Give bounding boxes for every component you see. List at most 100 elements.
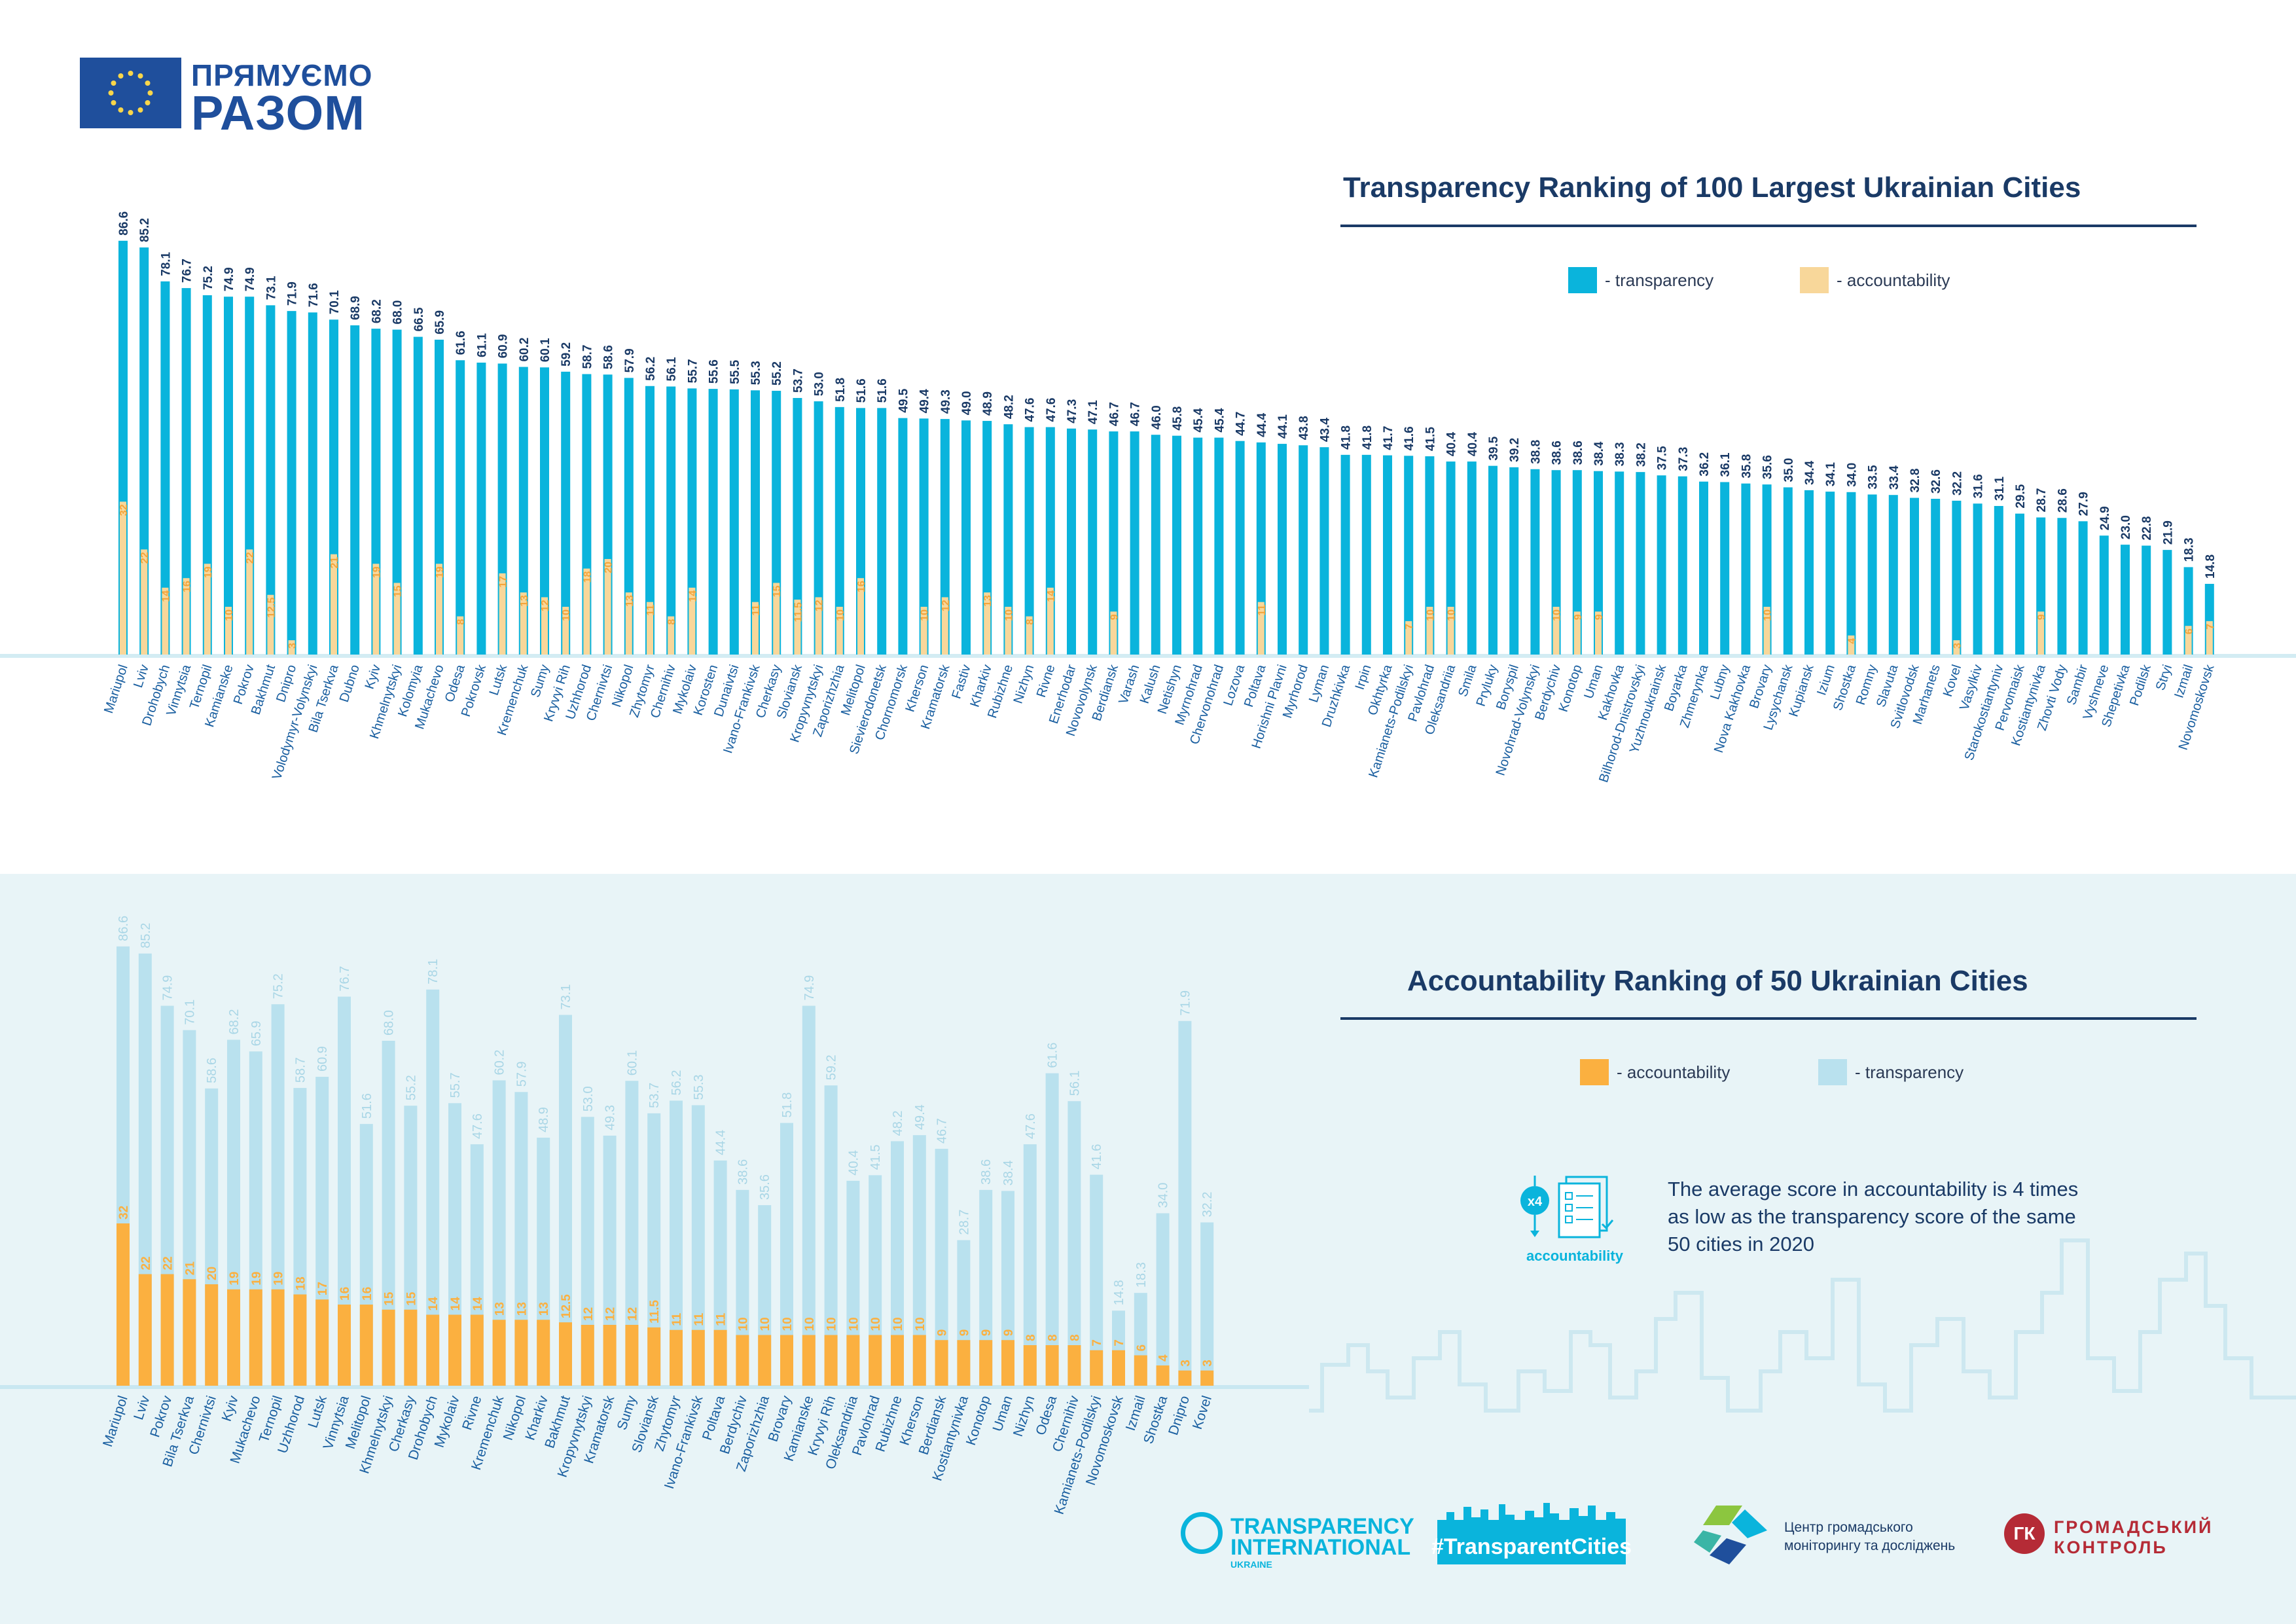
accountability-bar: [935, 1340, 948, 1386]
transparency-value-label: 55.2: [770, 361, 784, 386]
transparency-bar: [1361, 454, 1371, 655]
accountability-value-label: 32: [117, 1206, 131, 1219]
transparency-bar: [181, 288, 191, 655]
accountability-value-label: 19: [228, 1272, 242, 1286]
accountability-value-label: 11.5: [793, 602, 804, 622]
city-label: Lviv: [131, 1394, 153, 1422]
accountability-value-label: 13: [982, 595, 994, 607]
accountability-bar: [891, 1335, 904, 1386]
transparency-value-label: 60.1: [539, 338, 552, 362]
transparency-bar: [1278, 444, 1287, 655]
transparency-bar: [1783, 487, 1793, 655]
transparency-bar: [1172, 435, 1181, 655]
transparency-value-label: 86.6: [117, 916, 131, 941]
transparency-value-label: 38.8: [1529, 440, 1543, 464]
accountability-bar: [736, 1335, 749, 1386]
transparency-bar: [1256, 442, 1266, 655]
accountability-bar: [603, 1325, 617, 1386]
accountability-bar: [1090, 1350, 1103, 1386]
transparency-bar: [1151, 435, 1160, 655]
transparency-bar: [518, 367, 528, 655]
accountability-bar: [1001, 1340, 1014, 1386]
accountability-bar: [979, 1340, 993, 1386]
transparency-bar: [1910, 497, 1919, 655]
city-label: Uman: [990, 1394, 1016, 1433]
monitoring-center-logo-icon: [1694, 1506, 1767, 1564]
transparency-value-label: 48.2: [891, 1111, 905, 1136]
transparency-value-label: 31.1: [1993, 477, 2007, 501]
accountability-bar: [1426, 607, 1433, 655]
accountability-bar: [689, 587, 696, 655]
transparency-value-label: 38.4: [1592, 441, 1606, 465]
transparency-bar: [1446, 461, 1456, 655]
accountability-bar: [205, 1284, 219, 1386]
accountability-value-label: 10: [920, 609, 931, 621]
transparency-bar: [426, 989, 440, 1386]
transparency-value-label: 34.4: [1803, 460, 1817, 484]
accountability-value-label: 21: [183, 1261, 197, 1276]
city-label: Kovel: [1190, 1394, 1215, 1431]
transparency-bar: [780, 1123, 793, 1386]
transparency-value-label: 78.1: [159, 251, 173, 276]
city-label: Kamianets-Podilskyi: [1366, 663, 1416, 780]
transparency-value-label: 53.0: [813, 372, 827, 396]
city-label: Novohrad-Volynskyi: [1494, 663, 1543, 778]
transparency-value-label: 41.7: [1382, 426, 1395, 450]
accountability-value-label: 12: [814, 600, 825, 611]
monitoring-center-logo-text: Центр громадського моніторингу та дослід…: [1784, 1519, 1955, 1555]
transparency-value-label: 65.9: [433, 310, 447, 334]
transparency-value-label: 49.5: [897, 388, 910, 412]
transparency-value-label: 58.6: [602, 345, 616, 369]
accountability-bar: [668, 616, 675, 655]
transparency-value-label: 44.1: [1276, 414, 1290, 439]
accountability-value-label: 6: [2184, 628, 2195, 634]
accountability-bar: [836, 607, 843, 655]
transparency-bar: [625, 1081, 639, 1386]
accountability-value-label: 13: [493, 1302, 507, 1316]
accountability-value-label: 15: [393, 585, 404, 597]
accountability-value-label: 4: [1846, 638, 1857, 644]
transparency-bar: [1193, 437, 1203, 655]
accountability-value-label: 9: [980, 1329, 994, 1337]
accountability-bar: [470, 1314, 484, 1386]
transparency-bar: [392, 329, 402, 655]
transparency-bar: [413, 336, 423, 655]
accountability-value-label: 7: [1404, 624, 1415, 630]
transparency-value-label: 40.4: [1445, 432, 1459, 456]
legend-label: - transparency: [1605, 270, 1714, 290]
accountability-bar: [1112, 1350, 1125, 1386]
accountability-value-label: 7: [2205, 624, 2216, 630]
accountability-bar: [436, 564, 442, 655]
accountability-value-label: 13: [624, 595, 636, 607]
transparency-value-label: 46.7: [935, 1118, 950, 1144]
transparency-bar: [961, 420, 971, 655]
accountability-value-label: 8: [1068, 1334, 1082, 1341]
checklist-document-icon: x4: [1520, 1176, 1614, 1238]
accountability-value-label: 10: [561, 609, 572, 621]
transparency-bar: [1994, 505, 2003, 655]
transparency-value-label: 51.6: [876, 378, 889, 403]
transparency-value-label: 75.2: [202, 266, 215, 290]
accountability-value-label: 19: [435, 566, 446, 578]
ti-line2: INTERNATIONAL: [1230, 1535, 1411, 1560]
transparency-value-label: 38.6: [1571, 441, 1585, 465]
accountability-bar: [225, 607, 232, 655]
accountability-value-label: 11: [692, 1312, 706, 1326]
accountability-bar: [331, 554, 337, 655]
transparency-value-label: 41.6: [1403, 426, 1416, 450]
accountability-bar: [559, 1322, 572, 1386]
accountability-value-label: 14: [427, 1297, 440, 1311]
transparency-value-label: 53.7: [791, 369, 805, 393]
transparency-value-label: 40.4: [1466, 432, 1480, 456]
transparency-bar: [2057, 518, 2067, 655]
transparency-bar: [1178, 1020, 1192, 1386]
accountability-value-label: 11.5: [648, 1300, 662, 1324]
transparency-bar: [1699, 481, 1708, 655]
ti-line1: TRANSPARENCY: [1230, 1514, 1414, 1539]
transparency-bar: [492, 1080, 506, 1386]
accountability-bar: [382, 1309, 395, 1386]
transparency-value-label: 14.8: [2204, 554, 2217, 579]
transparency-bar: [287, 311, 296, 655]
accountability-bar: [824, 1335, 838, 1386]
accountability-value-label: 17: [316, 1282, 330, 1295]
